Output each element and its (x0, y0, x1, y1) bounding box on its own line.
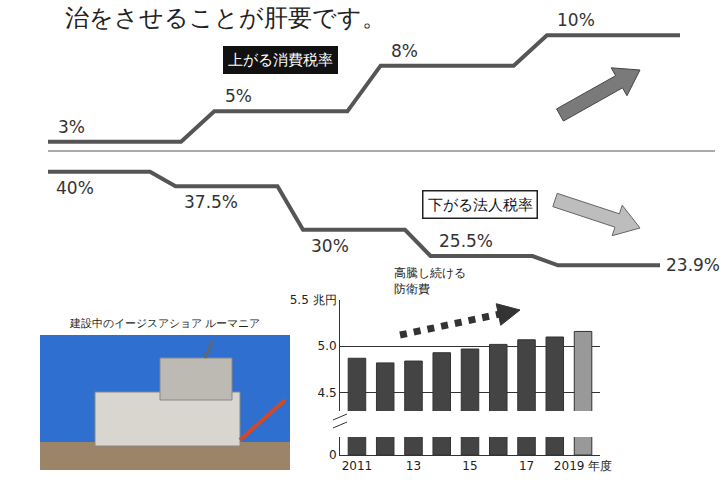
svg-text:5.5 兆円: 5.5 兆円 (290, 293, 337, 307)
svg-text:2019 年度: 2019 年度 (554, 459, 612, 473)
svg-text:0: 0 (329, 448, 337, 462)
svg-text:40%: 40% (56, 178, 94, 198)
svg-text:5%: 5% (225, 86, 252, 106)
svg-text:5.0: 5.0 (318, 339, 337, 353)
svg-text:10%: 10% (557, 10, 595, 30)
svg-text:4.5: 4.5 (318, 386, 337, 400)
svg-text:3%: 3% (58, 117, 85, 137)
svg-text:17: 17 (519, 459, 534, 473)
svg-text:8%: 8% (391, 41, 418, 61)
svg-text:25.5%: 25.5% (439, 231, 493, 251)
svg-text:23.9%: 23.9% (666, 255, 720, 275)
svg-text:2011: 2011 (342, 459, 373, 473)
svg-text:高騰し続ける防衛費: 高騰し続ける防衛費 (394, 266, 466, 296)
svg-text:下がる法人税率: 下がる法人税率 (428, 196, 533, 214)
svg-text:13: 13 (406, 459, 421, 473)
svg-text:15: 15 (462, 459, 477, 473)
svg-text:30%: 30% (311, 236, 349, 256)
svg-text:建設中のイージスアショア ルーマニア: 建設中のイージスアショア ルーマニア (69, 317, 261, 330)
svg-text:上がる消費税率: 上がる消費税率 (228, 51, 333, 69)
svg-text:37.5%: 37.5% (184, 192, 238, 212)
html-text:治をさせることが肝要です。: 治をさせることが肝要です。 (65, 4, 386, 32)
